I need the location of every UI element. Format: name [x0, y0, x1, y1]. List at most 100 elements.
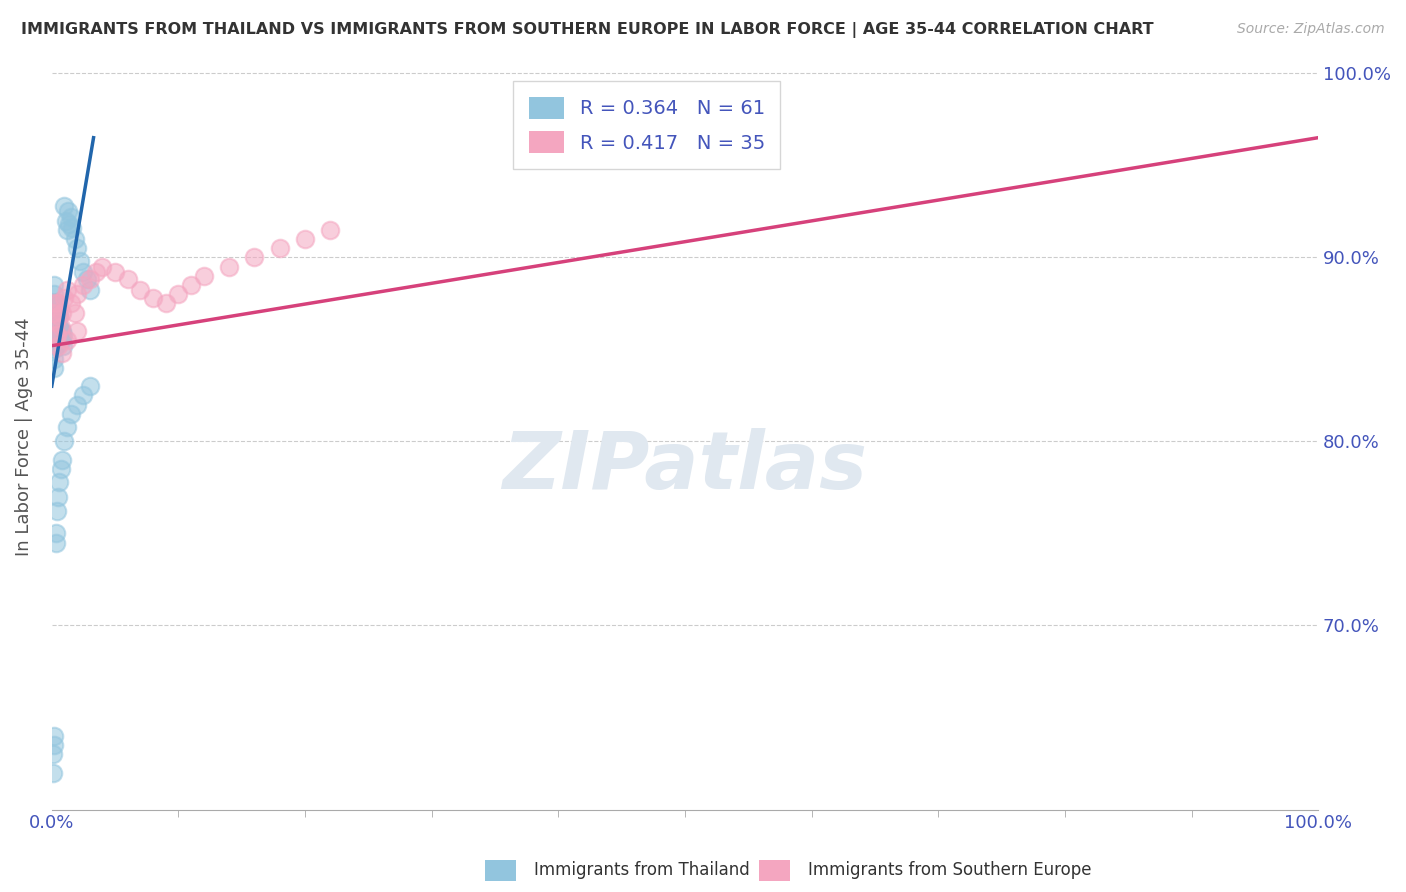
- Point: [42, 305, 65, 319]
- Point: [48, 475, 70, 489]
- Point: [46, 339, 69, 353]
- Point: [66, 287, 89, 301]
- Point: [44, 351, 66, 366]
- Point: [66, 241, 89, 255]
- Point: [45, 315, 67, 329]
- Point: [46, 305, 69, 319]
- Point: [59, 210, 82, 224]
- Legend: R = 0.364   N = 61, R = 0.417   N = 35: R = 0.364 N = 61, R = 0.417 N = 35: [513, 81, 780, 169]
- Point: [79, 284, 101, 298]
- Point: [45, 526, 67, 541]
- Text: Source: ZipAtlas.com: Source: ZipAtlas.com: [1237, 22, 1385, 37]
- Text: ZIPatlas: ZIPatlas: [502, 427, 868, 506]
- Point: [51, 324, 73, 338]
- Point: [58, 217, 80, 231]
- Point: [63, 305, 86, 319]
- Point: [42, 324, 65, 338]
- Point: [69, 254, 91, 268]
- Point: [63, 232, 86, 246]
- Point: [51, 346, 73, 360]
- Point: [51, 305, 73, 319]
- Text: Immigrants from Thailand: Immigrants from Thailand: [534, 861, 749, 879]
- Point: [142, 291, 165, 305]
- Point: [49, 320, 72, 334]
- Point: [44, 305, 66, 319]
- Point: [72, 265, 94, 279]
- Point: [104, 265, 127, 279]
- Point: [46, 490, 69, 504]
- Point: [48, 333, 70, 347]
- Point: [45, 296, 67, 310]
- Point: [44, 287, 66, 301]
- Point: [46, 296, 69, 310]
- Point: [53, 291, 76, 305]
- Point: [167, 287, 190, 301]
- Point: [56, 223, 79, 237]
- Point: [48, 320, 70, 334]
- Point: [44, 343, 66, 357]
- Point: [45, 327, 67, 342]
- Point: [56, 284, 79, 298]
- Point: [319, 223, 342, 237]
- Y-axis label: In Labor Force | Age 35-44: In Labor Force | Age 35-44: [15, 318, 32, 556]
- Point: [45, 315, 67, 329]
- Point: [44, 277, 66, 292]
- Point: [60, 220, 83, 235]
- Point: [46, 327, 69, 342]
- Point: [45, 333, 67, 347]
- Point: [44, 360, 66, 375]
- Point: [243, 250, 266, 264]
- Point: [48, 310, 70, 324]
- Point: [44, 729, 66, 743]
- Point: [49, 333, 72, 347]
- Point: [42, 765, 65, 780]
- Point: [53, 434, 76, 449]
- Point: [66, 324, 89, 338]
- Point: [79, 272, 101, 286]
- Point: [269, 241, 291, 255]
- Point: [76, 272, 98, 286]
- Point: [180, 277, 202, 292]
- Point: [42, 315, 65, 329]
- Point: [48, 310, 70, 324]
- Point: [49, 462, 72, 476]
- Text: Immigrants from Southern Europe: Immigrants from Southern Europe: [808, 861, 1092, 879]
- Point: [45, 310, 67, 324]
- Point: [51, 333, 73, 347]
- Point: [59, 296, 82, 310]
- Point: [49, 324, 72, 338]
- Point: [45, 327, 67, 342]
- Point: [44, 738, 66, 752]
- Point: [45, 320, 67, 334]
- Point: [72, 388, 94, 402]
- Point: [91, 260, 114, 274]
- Point: [45, 305, 67, 319]
- Point: [46, 320, 69, 334]
- Point: [53, 199, 76, 213]
- Point: [51, 452, 73, 467]
- Point: [72, 277, 94, 292]
- Point: [294, 232, 316, 246]
- Point: [44, 296, 66, 310]
- Text: IMMIGRANTS FROM THAILAND VS IMMIGRANTS FROM SOUTHERN EUROPE IN LABOR FORCE | AGE: IMMIGRANTS FROM THAILAND VS IMMIGRANTS F…: [21, 22, 1154, 38]
- Point: [79, 379, 101, 393]
- Point: [218, 260, 240, 274]
- Point: [56, 333, 79, 347]
- Point: [193, 268, 215, 283]
- Point: [117, 272, 139, 286]
- Point: [45, 535, 67, 549]
- Point: [55, 213, 77, 227]
- Point: [155, 296, 177, 310]
- Point: [42, 747, 65, 762]
- Point: [45, 339, 67, 353]
- Point: [58, 204, 80, 219]
- Point: [45, 327, 67, 342]
- Point: [66, 398, 89, 412]
- Point: [129, 284, 152, 298]
- Point: [52, 339, 75, 353]
- Point: [84, 265, 107, 279]
- Point: [45, 504, 67, 518]
- Point: [42, 333, 65, 347]
- Point: [56, 419, 79, 434]
- Point: [52, 327, 75, 342]
